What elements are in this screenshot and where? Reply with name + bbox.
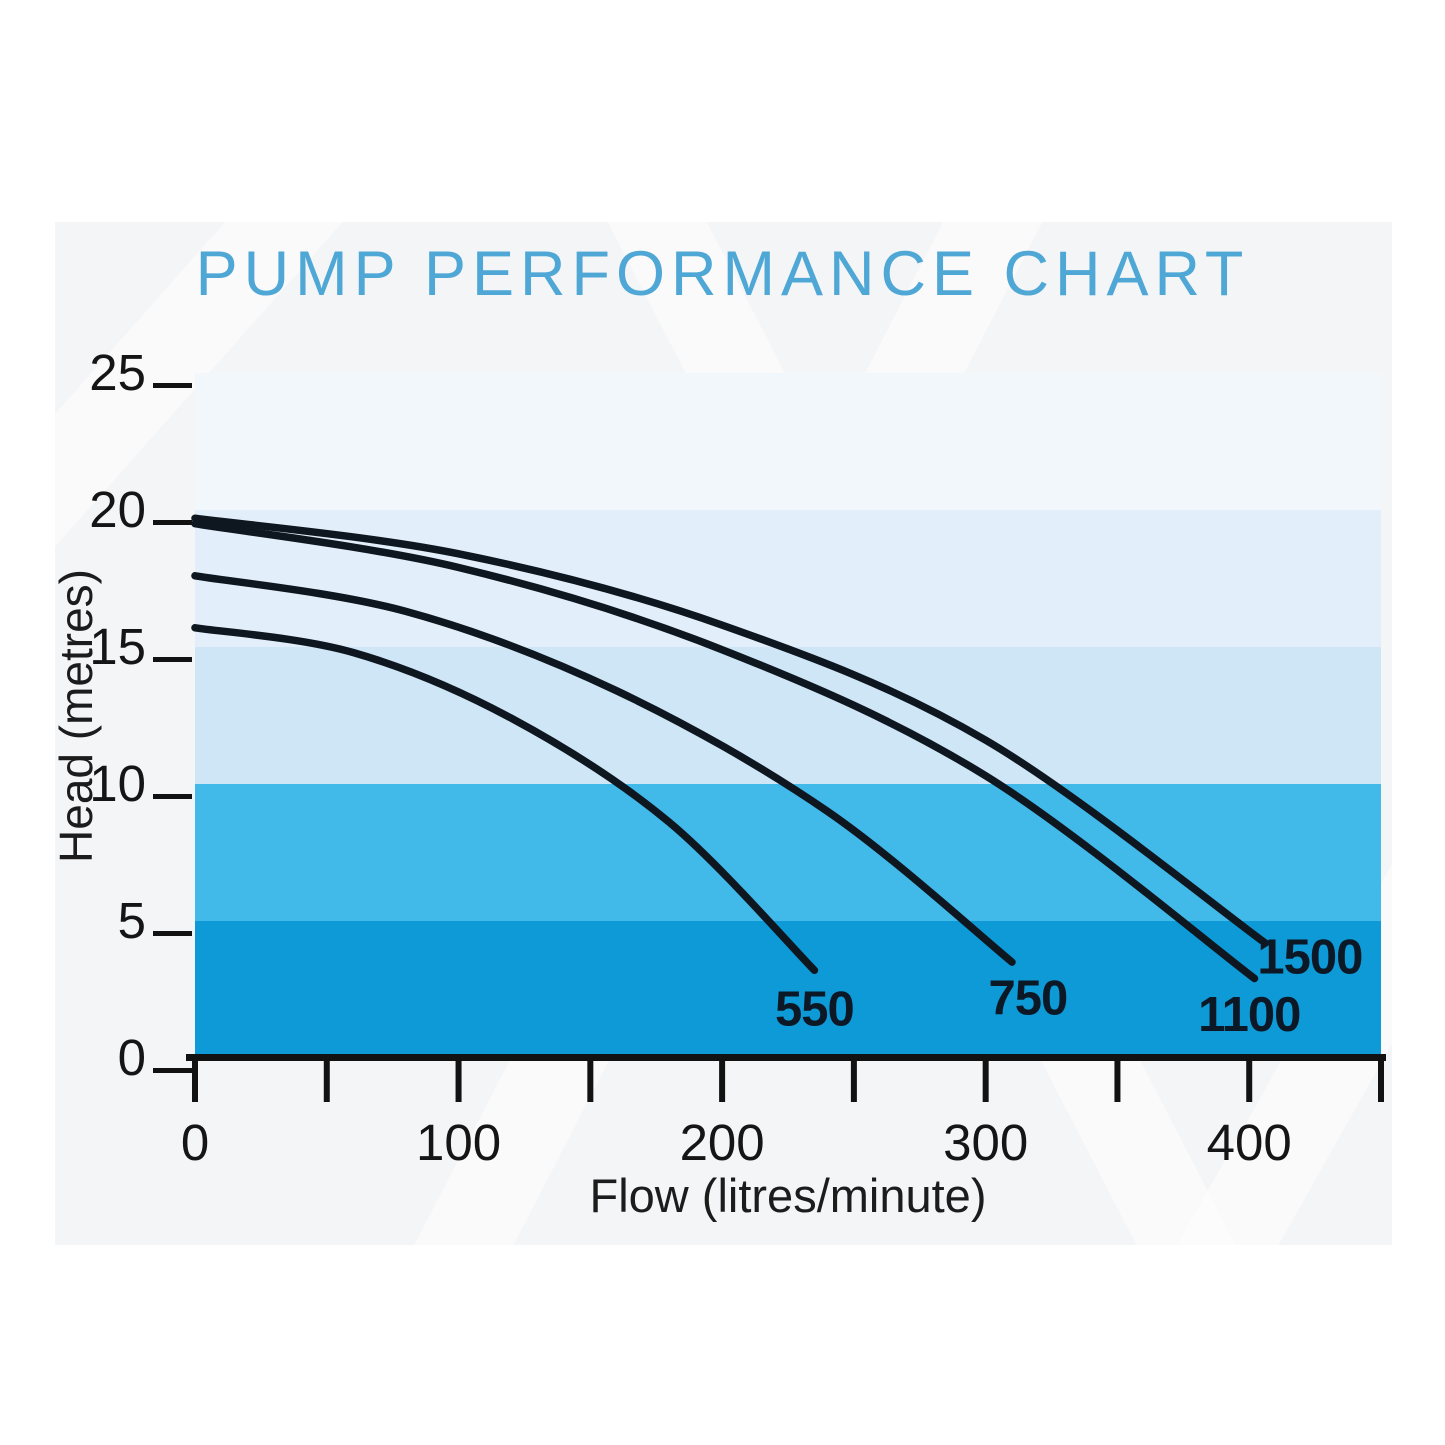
x-tick-label-400: 400 xyxy=(1207,1114,1292,1171)
y-tick-label-5: 5 xyxy=(118,892,146,949)
y-tick-25 xyxy=(153,383,192,388)
curve-label-550: 550 xyxy=(775,983,854,1037)
y-tick-label-0: 0 xyxy=(118,1029,146,1086)
curve-label-1100: 1100 xyxy=(1198,988,1300,1042)
x-tick-50 xyxy=(323,1058,330,1102)
watermark-stripe xyxy=(55,222,343,547)
curve-750 xyxy=(191,572,1016,966)
x-tick-label-100: 100 xyxy=(416,1114,501,1171)
curve-1500 xyxy=(191,514,1269,947)
y-tick-label-25: 25 xyxy=(89,344,146,401)
y-tick-label-15: 15 xyxy=(89,618,146,675)
x-tick-label-0: 0 xyxy=(181,1114,209,1171)
band-20-25 xyxy=(195,373,1381,510)
x-tick-0 xyxy=(192,1058,198,1102)
curve-1100 xyxy=(191,519,1259,983)
watermark-stripe xyxy=(1177,864,1392,1245)
y-tick-10 xyxy=(153,794,192,799)
x-tick-400 xyxy=(1246,1058,1253,1102)
chart-title: PUMP PERFORMANCE CHART xyxy=(195,239,1250,309)
x-tick-100 xyxy=(455,1058,462,1102)
y-tick-0 xyxy=(153,1068,192,1073)
curve-label-750: 750 xyxy=(988,972,1067,1026)
y-tick-5 xyxy=(153,931,192,936)
x-tick-450 xyxy=(1378,1058,1384,1102)
x-tick-150 xyxy=(587,1058,594,1102)
x-tick-250 xyxy=(850,1058,857,1102)
y-axis-title: Head (metres) xyxy=(50,569,102,863)
y-tick-label-10: 10 xyxy=(89,755,146,812)
x-tick-300 xyxy=(982,1058,989,1102)
x-axis-line xyxy=(186,1054,1386,1061)
y-tick-label-20: 20 xyxy=(89,481,146,538)
x-tick-200 xyxy=(719,1058,726,1102)
band-5-10 xyxy=(195,784,1381,921)
x-tick-label-200: 200 xyxy=(680,1114,765,1171)
band-10-15 xyxy=(195,647,1381,784)
y-tick-15 xyxy=(153,657,192,662)
x-axis-title: Flow (litres/minute) xyxy=(589,1169,987,1222)
band-15-20 xyxy=(195,510,1381,647)
x-tick-label-300: 300 xyxy=(943,1114,1028,1171)
x-tick-350 xyxy=(1114,1058,1121,1102)
curve-550 xyxy=(191,624,819,975)
y-tick-20 xyxy=(153,520,192,525)
curve-label-1500: 1500 xyxy=(1257,931,1362,985)
